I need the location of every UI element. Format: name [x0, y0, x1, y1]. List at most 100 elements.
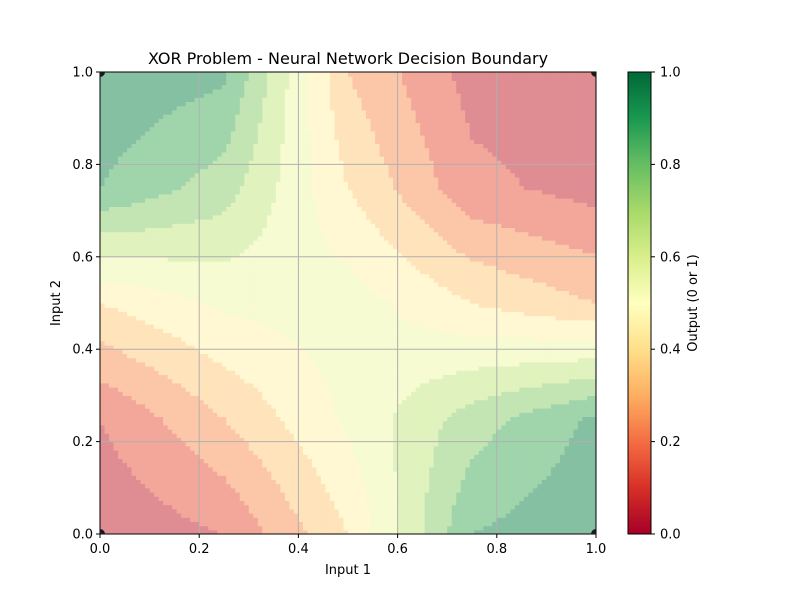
contour-cell: [320, 441, 327, 447]
contour-cell: [352, 462, 358, 468]
contour-cell: [194, 475, 200, 480]
contour-cell: [361, 454, 367, 459]
contour-cell: [190, 496, 196, 501]
contour-cell: [510, 361, 516, 367]
contour-cell: [366, 458, 372, 464]
contour-cell: [429, 529, 435, 534]
contour-cell: [230, 420, 236, 426]
contour-cell: [289, 458, 295, 464]
contour-cell: [244, 420, 250, 426]
contour-cell: [469, 529, 475, 534]
contour-cell: [221, 416, 227, 422]
contour-cell: [402, 399, 408, 405]
contour-cell: [523, 399, 529, 405]
contour-cell: [505, 353, 511, 359]
contour-cell: [532, 517, 538, 522]
contour-cell: [275, 391, 281, 396]
contour-cell: [532, 454, 538, 459]
contour-cell: [257, 466, 263, 472]
contour-cell: [311, 496, 318, 501]
contour-cell: [334, 458, 340, 464]
contour-cell: [325, 433, 331, 438]
contour-cell: [226, 361, 232, 367]
contour-cell: [438, 353, 444, 359]
contour-cell: [433, 353, 439, 359]
contour-cell: [154, 408, 160, 413]
contour-cell: [176, 340, 182, 346]
contour-cell: [329, 395, 336, 401]
contour-cell: [370, 420, 376, 426]
contour-cell: [109, 395, 115, 401]
contour-cell: [456, 366, 462, 371]
contour-cell: [122, 517, 128, 522]
contour-cell: [469, 395, 475, 401]
contour-cell: [239, 458, 245, 464]
contour-cell: [559, 399, 566, 405]
contour-cell: [501, 403, 507, 409]
contour-cell: [424, 483, 430, 489]
contour-cell: [555, 504, 561, 510]
contour-cell: [469, 513, 475, 518]
contour-cell: [163, 340, 169, 346]
contour-cell: [131, 504, 137, 510]
contour-cell: [163, 513, 169, 518]
contour-cell: [325, 349, 331, 354]
contour-cell: [379, 517, 385, 522]
contour-cell: [185, 504, 191, 510]
contour-cell: [586, 483, 593, 489]
contour-cell: [104, 349, 110, 354]
contour-cell: [550, 492, 557, 497]
contour-cell: [424, 462, 430, 468]
contour-cell: [217, 454, 223, 459]
contour-cell: [239, 513, 245, 518]
contour-cell: [257, 399, 263, 405]
contour-cell: [523, 420, 529, 426]
contour-cell: [420, 471, 426, 476]
contour-cell: [145, 370, 151, 375]
contour-cell: [109, 517, 115, 522]
contour-cell: [478, 433, 484, 438]
contour-cell: [550, 382, 557, 388]
contour-cell: [447, 525, 453, 531]
contour-cell: [555, 353, 561, 359]
contour-cell: [307, 483, 313, 489]
contour-cell: [438, 525, 444, 531]
contour-cell: [388, 420, 394, 426]
contour-cell: [262, 437, 268, 443]
contour-cell: [302, 466, 309, 472]
contour-cell: [257, 492, 263, 497]
contour-cell: [100, 433, 106, 438]
contour-cell: [302, 462, 309, 468]
contour-cell: [230, 424, 236, 430]
contour-cell: [375, 345, 381, 350]
contour-cell: [163, 416, 169, 422]
contour-cell: [329, 403, 336, 409]
contour-cell: [302, 513, 309, 518]
contour-cell: [293, 374, 299, 380]
contour-cell: [127, 399, 133, 405]
contour-cell: [271, 492, 277, 497]
contour-cell: [217, 361, 223, 367]
contour-cell: [109, 408, 115, 413]
contour-cell: [429, 437, 435, 443]
contour-cell: [496, 374, 502, 380]
contour-cell: [131, 382, 137, 388]
contour-cell: [519, 420, 525, 426]
contour-cell: [235, 437, 241, 443]
contour-cell: [388, 374, 394, 380]
contour-cell: [501, 445, 507, 451]
contour-cell: [375, 370, 381, 375]
contour-cell: [194, 437, 200, 443]
contour-cell: [248, 441, 254, 447]
contour-cell: [564, 529, 570, 534]
contour-cell: [136, 391, 142, 396]
contour-cell: [361, 382, 367, 388]
contour-cell: [465, 399, 471, 405]
contour-cell: [550, 349, 557, 354]
contour-cell: [122, 462, 128, 468]
contour-cell: [501, 382, 507, 388]
contour-cell: [127, 429, 133, 434]
contour-cell: [442, 345, 448, 350]
contour-cell: [289, 374, 295, 380]
contour-cell: [492, 429, 498, 434]
